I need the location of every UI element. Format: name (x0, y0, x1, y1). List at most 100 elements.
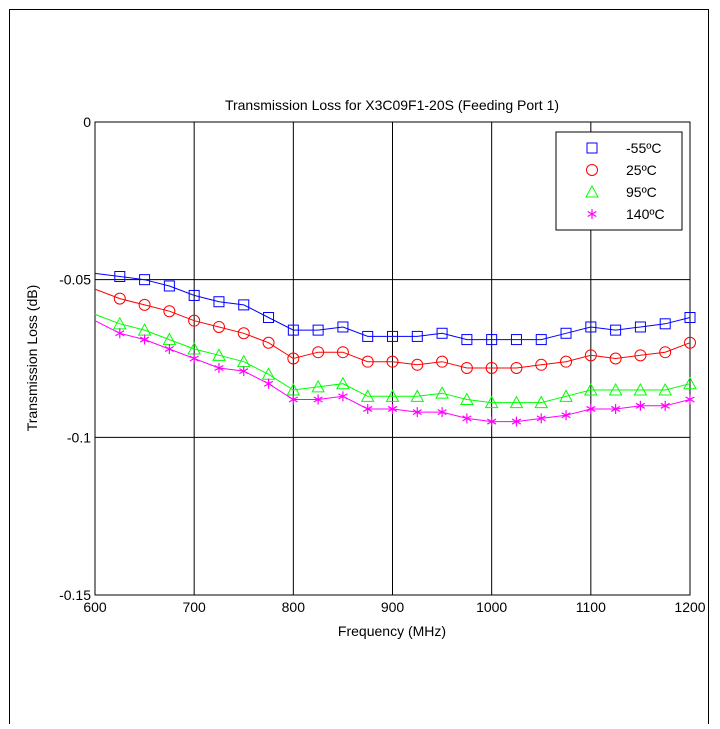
data-point-asterisk (189, 353, 199, 364)
data-point-asterisk (387, 403, 398, 414)
data-point-circle (262, 336, 275, 349)
data-point-square (213, 296, 225, 308)
data-point-square (659, 318, 671, 330)
data-point-asterisk (587, 209, 597, 219)
data-point-circle (510, 361, 523, 374)
data-point-asterisk (412, 407, 422, 418)
data-point-asterisk (363, 403, 373, 414)
x-tick-label: 1100 (576, 599, 606, 615)
data-point-triangle (509, 395, 524, 409)
x-tick-label: 600 (83, 599, 107, 615)
data-point-circle (684, 336, 696, 349)
data-point-circle (634, 349, 647, 362)
data-point-circle (436, 355, 449, 368)
data-point-asterisk (288, 394, 298, 405)
data-point-asterisk (313, 394, 323, 405)
data-point-square (586, 142, 598, 154)
data-point-triangle (484, 395, 499, 409)
data-point-circle (188, 314, 201, 327)
chart-title: Transmission Loss for X3C09F1-20S (Feedi… (225, 97, 559, 113)
data-point-square (114, 271, 126, 283)
data-point-circle (163, 305, 176, 318)
data-point-square (684, 312, 696, 324)
data-point-circle (113, 292, 126, 305)
data-point-circle (312, 346, 325, 359)
data-point-triangle (385, 389, 400, 402)
data-point-circle (386, 355, 399, 368)
data-point-circle (336, 346, 349, 359)
x-axis-label: Frequency (MHz) (338, 623, 446, 639)
x-tick-label: 900 (381, 599, 405, 615)
y-tick-label: -0.15 (59, 587, 91, 603)
data-point-asterisk (660, 400, 670, 411)
data-point-triangle (360, 389, 375, 402)
data-point-triangle (559, 389, 573, 402)
data-point-square (461, 334, 473, 346)
data-point-square (486, 334, 498, 346)
data-point-triangle (410, 389, 425, 402)
series-layer (94, 271, 697, 427)
series-4 (94, 320, 695, 427)
y-axis-label: Transmission Loss (dB) (24, 285, 40, 432)
figure-frame (9, 9, 709, 724)
data-point-triangle (585, 184, 599, 198)
data-point-square (337, 321, 349, 333)
data-point-square (560, 327, 572, 339)
tick-labels: 600 700 800 900 1000 1100 1200 0 -0.05 -0.1 -0.15 (59, 114, 706, 615)
data-point-square (263, 312, 275, 324)
data-point-asterisk (685, 394, 695, 405)
data-point-square (585, 321, 597, 333)
x-tick-label: 700 (182, 599, 206, 615)
data-point-square (387, 330, 398, 342)
y-tick-label: -0.05 (59, 272, 91, 288)
data-point-square (139, 274, 151, 286)
series-line (94, 313, 691, 404)
data-point-triangle (311, 379, 325, 393)
legend-item: 95ºC (585, 184, 657, 200)
data-point-asterisk (586, 403, 596, 414)
data-point-circle (138, 298, 151, 311)
data-point-circle (411, 358, 424, 371)
series-line (94, 288, 691, 369)
data-point-circle (584, 349, 597, 362)
data-point-circle (560, 355, 573, 368)
data-point-triangle (608, 382, 623, 396)
data-point-circle (485, 361, 498, 374)
data-point-triangle (212, 348, 226, 361)
data-point-square (312, 324, 324, 336)
legend-label: 140ºC (626, 206, 665, 222)
data-point-asterisk (561, 410, 571, 421)
data-point-circle (460, 361, 473, 374)
data-point-square (436, 327, 448, 339)
data-point-square (411, 330, 423, 342)
data-point-triangle (583, 382, 598, 396)
data-point-square (188, 289, 200, 301)
data-point-circle (237, 327, 250, 340)
data-point-circle (287, 352, 300, 365)
data-point-asterisk (536, 413, 546, 424)
data-point-square (610, 324, 622, 336)
data-point-triangle (460, 392, 474, 405)
data-point-asterisk (263, 378, 274, 389)
x-tick-label: 1000 (476, 599, 507, 615)
data-point-square (362, 330, 374, 342)
data-point-triangle (236, 354, 251, 368)
legend-label: 95ºC (626, 184, 657, 200)
data-point-asterisk (635, 400, 646, 411)
data-point-asterisk (139, 334, 150, 345)
legend-item: 140ºC (587, 206, 665, 222)
data-point-circle (212, 320, 225, 333)
legend: -55ºC 25ºC 95ºC 140ºC (555, 131, 683, 231)
data-point-asterisk (487, 416, 497, 427)
data-point-asterisk (239, 366, 249, 377)
y-tick-label: 0 (83, 114, 91, 130)
data-point-asterisk (214, 362, 224, 373)
data-point-triangle (658, 382, 673, 396)
data-point-asterisk (437, 407, 447, 418)
y-tick-label: -0.1 (67, 429, 91, 445)
plot-area (94, 121, 691, 596)
data-point-asterisk (115, 328, 125, 339)
series-line (94, 272, 691, 341)
series-1 (94, 271, 696, 346)
